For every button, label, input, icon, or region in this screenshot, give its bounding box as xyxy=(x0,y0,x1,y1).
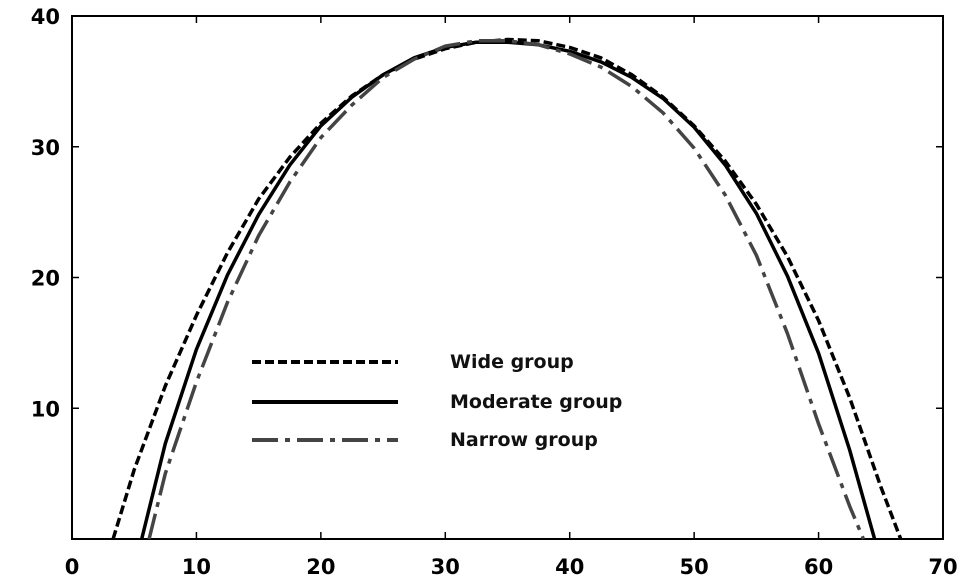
x-tick-label: 30 xyxy=(431,555,460,579)
legend-label: Wide group xyxy=(450,351,574,373)
x-tick-label: 40 xyxy=(555,555,584,579)
y-tick-label: 30 xyxy=(31,136,60,160)
x-tick-label: 70 xyxy=(928,555,957,579)
series-line-wide-group xyxy=(111,37,903,540)
x-tick-label: 60 xyxy=(804,555,833,579)
x-tick-label: 50 xyxy=(680,555,709,579)
legend: Wide group Moderate group Narrow group xyxy=(252,351,622,451)
axis-ticks: 0 10 20 30 40 50 60 70 10 20 30 40 xyxy=(31,5,958,579)
y-tick-label: 40 xyxy=(31,5,60,29)
legend-label: Moderate group xyxy=(450,391,622,413)
x-tick-label: 20 xyxy=(306,555,335,579)
series-lines xyxy=(111,37,903,540)
x-tick-label: 10 xyxy=(182,555,211,579)
y-tick-label: 20 xyxy=(31,267,60,291)
y-tick-label: 10 xyxy=(31,397,60,421)
series-line-moderate-group xyxy=(140,40,877,540)
x-tick-label: 0 xyxy=(65,555,80,579)
legend-label: Narrow group xyxy=(450,429,598,451)
series-line-narrow-group xyxy=(147,39,866,540)
plot-frame xyxy=(71,15,944,540)
